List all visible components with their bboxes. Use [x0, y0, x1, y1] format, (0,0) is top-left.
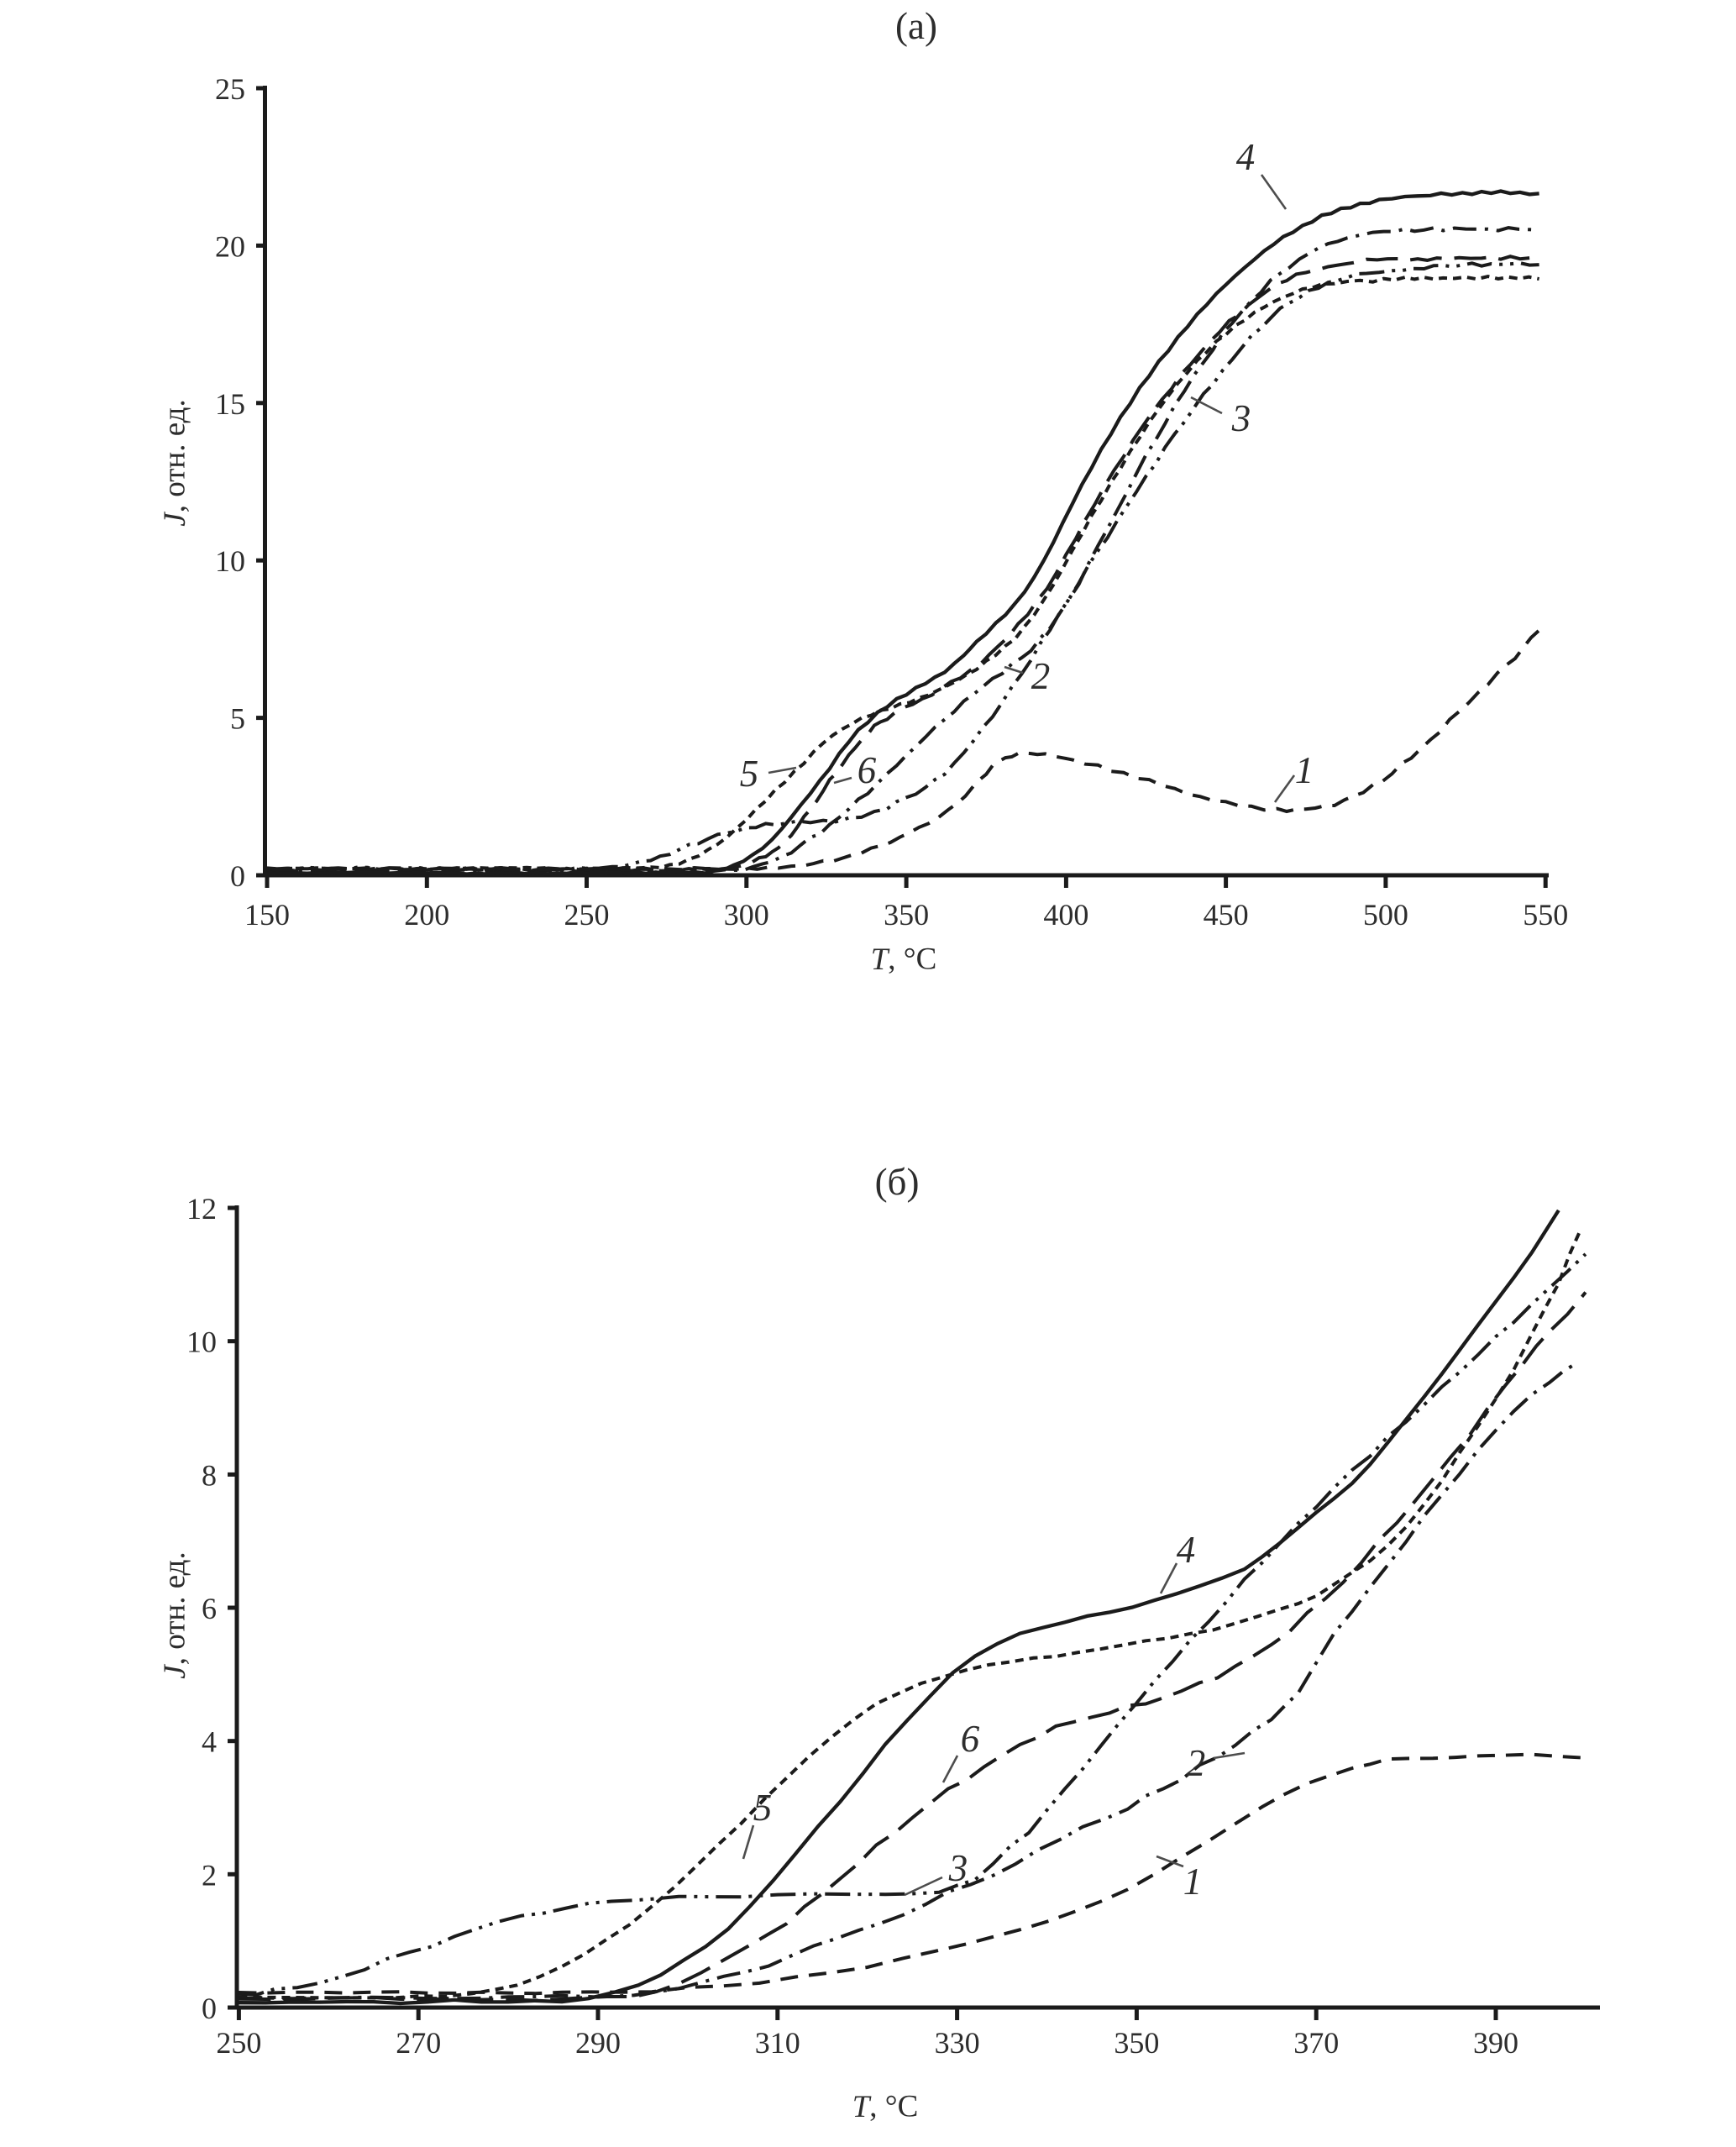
svg-text:450: 450 — [1204, 898, 1249, 932]
svg-text:J, отн. ед.: J, отн. ед. — [158, 399, 192, 526]
svg-text:250: 250 — [216, 2026, 261, 2060]
svg-text:270: 270 — [396, 2026, 441, 2060]
svg-text:2: 2 — [1031, 655, 1051, 697]
svg-text:(a): (a) — [895, 5, 937, 47]
svg-text:150: 150 — [244, 898, 290, 932]
svg-text:5: 5 — [740, 753, 759, 795]
svg-text:4: 4 — [202, 1725, 217, 1759]
svg-text:10: 10 — [215, 544, 245, 578]
svg-text:300: 300 — [724, 898, 769, 932]
svg-text:T, °C: T, °C — [852, 2090, 919, 2124]
svg-text:0: 0 — [230, 859, 245, 893]
svg-text:400: 400 — [1043, 898, 1088, 932]
svg-text:6: 6 — [858, 749, 877, 791]
svg-text:25: 25 — [215, 72, 245, 106]
svg-text:10: 10 — [186, 1325, 217, 1359]
svg-text:3: 3 — [948, 1847, 968, 1889]
svg-text:290: 290 — [575, 2026, 621, 2060]
svg-text:15: 15 — [215, 387, 245, 421]
svg-text:4: 4 — [1236, 136, 1256, 178]
svg-text:390: 390 — [1473, 2026, 1518, 2060]
svg-text:(б): (б) — [875, 1161, 920, 1203]
svg-text:350: 350 — [884, 898, 929, 932]
svg-text:1: 1 — [1295, 749, 1314, 791]
svg-text:350: 350 — [1114, 2026, 1159, 2060]
svg-text:250: 250 — [564, 898, 610, 932]
svg-text:0: 0 — [202, 1992, 217, 2025]
svg-text:500: 500 — [1363, 898, 1408, 932]
svg-text:T, °C: T, °C — [871, 942, 937, 977]
svg-text:200: 200 — [404, 898, 449, 932]
svg-text:550: 550 — [1523, 898, 1568, 932]
svg-text:2: 2 — [202, 1858, 217, 1892]
svg-text:5: 5 — [230, 702, 245, 736]
svg-text:20: 20 — [215, 229, 245, 263]
svg-text:370: 370 — [1293, 2026, 1339, 2060]
svg-text:6: 6 — [202, 1592, 217, 1625]
svg-text:J, отн. ед.: J, отн. ед. — [158, 1551, 192, 1678]
svg-text:2: 2 — [1187, 1742, 1206, 1784]
svg-text:8: 8 — [202, 1458, 217, 1492]
svg-text:330: 330 — [935, 2026, 980, 2060]
svg-text:6: 6 — [961, 1718, 980, 1760]
svg-text:5: 5 — [753, 1787, 773, 1829]
svg-text:3: 3 — [1231, 397, 1251, 439]
svg-text:12: 12 — [186, 1192, 217, 1226]
svg-text:310: 310 — [755, 2026, 800, 2060]
svg-text:1: 1 — [1183, 1861, 1203, 1903]
svg-text:4: 4 — [1177, 1529, 1196, 1571]
